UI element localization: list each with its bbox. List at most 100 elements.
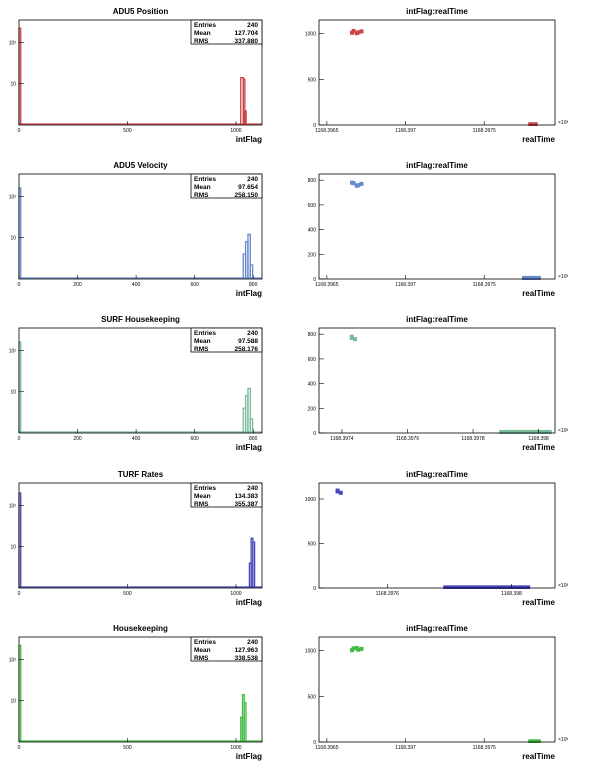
scatter-panel: intFlag:realTime 1168.3976 1168.398 0 500 100… xyxy=(305,470,569,607)
x-tick-label: 1168.3975 xyxy=(473,128,496,134)
x-axis-label: realTime xyxy=(522,289,555,298)
x-tick-label: 1168.3976 xyxy=(396,436,419,442)
x-tick-label: 1168.398 xyxy=(501,591,522,597)
y-tick-label: 500 xyxy=(308,694,317,700)
x-axis-label: intFlag xyxy=(236,135,262,144)
plot-frame xyxy=(18,482,263,589)
x-tick-label: 0 xyxy=(18,282,21,288)
x-tick-label: 0 xyxy=(18,436,21,442)
y-tick-label: 0 xyxy=(313,277,316,283)
stats-value: 240 xyxy=(247,22,258,29)
x-tick-label: 500 xyxy=(123,591,132,597)
x-tick-label: 500 xyxy=(123,128,132,134)
histogram-panel: TURF Rates 0 500 1000 10 10² intFlag Entries 240… xyxy=(9,470,263,607)
y-tick-label: 500 xyxy=(308,77,317,83)
x-tick-label: 1168.397 xyxy=(395,745,416,751)
stats-value: 240 xyxy=(247,485,258,492)
stats-label: Mean xyxy=(194,647,211,654)
histogram-bin xyxy=(249,264,254,279)
chart-title: intFlag:realTime xyxy=(406,624,468,633)
x-axis-label: intFlag xyxy=(236,289,262,298)
scatter-point xyxy=(354,183,359,188)
scatter-point xyxy=(354,645,359,650)
x-tick-label: 1168.3976 xyxy=(376,591,399,597)
x-tick-label: 800 xyxy=(249,282,258,288)
x-axis-label: intFlag xyxy=(236,598,262,607)
scatter-point xyxy=(350,648,355,653)
x-axis-exponent: ×10³ xyxy=(558,274,568,280)
x-axis-label: realTime xyxy=(522,598,555,607)
y-tick-label: 1000 xyxy=(305,649,316,655)
chart-title: ADU5 Velocity xyxy=(113,161,168,170)
histogram-bin xyxy=(249,418,254,433)
x-axis-exponent: ×10³ xyxy=(558,428,568,434)
scatter-point xyxy=(359,646,364,651)
stats-value: 258.150 xyxy=(235,192,259,199)
y-tick-label: 0 xyxy=(313,740,316,746)
x-tick-label: 1168.3965 xyxy=(315,128,338,134)
scatter-point xyxy=(353,337,358,342)
stats-value: 338.538 xyxy=(235,655,259,662)
stats-value: 240 xyxy=(247,639,258,646)
y-tick-label: 800 xyxy=(308,178,317,184)
stats-value: 240 xyxy=(247,176,258,183)
y-tick-label: 10 xyxy=(10,82,16,88)
scatter-dense-band xyxy=(528,739,541,743)
histogram-panel: Housekeeping 0 500 1000 10 10² intFlag Entries 2… xyxy=(9,624,263,761)
stats-label: Entries xyxy=(194,639,216,646)
stats-box xyxy=(190,636,263,662)
y-tick-label: 10 xyxy=(10,545,16,551)
stats-label: RMS xyxy=(194,501,209,508)
y-tick-label: 1000 xyxy=(305,32,316,38)
x-tick-label: 1000 xyxy=(230,128,241,134)
x-axis-label: realTime xyxy=(522,135,555,144)
y-tick-label: 200 xyxy=(308,252,317,258)
x-tick-label: 1168.398 xyxy=(528,436,549,442)
scatter-point xyxy=(350,180,355,185)
x-tick-label: 400 xyxy=(132,436,141,442)
x-tick-label: 1168.397 xyxy=(395,128,416,134)
x-tick-label: 1168.3965 xyxy=(315,745,338,751)
x-tick-label: 500 xyxy=(123,745,132,751)
stats-label: RMS xyxy=(194,38,209,45)
chart-title: intFlag:realTime xyxy=(406,315,468,324)
y-tick-label: 200 xyxy=(308,406,317,412)
stats-label: Entries xyxy=(194,22,216,29)
scatter-dense-band xyxy=(443,585,531,589)
x-tick-label: 400 xyxy=(132,282,141,288)
y-tick-label: 500 xyxy=(308,542,317,548)
y-tick-label: 10² xyxy=(9,40,17,46)
chart-title: TURF Rates xyxy=(118,470,164,479)
x-axis-label: realTime xyxy=(522,443,555,452)
y-tick-label: 0 xyxy=(313,123,316,129)
stats-label: Entries xyxy=(194,176,216,183)
histogram-panel: ADU5 Velocity 0 200 400 600 800 10 10² intFlag En… xyxy=(9,161,263,298)
stats-label: Mean xyxy=(194,30,211,37)
x-axis-exponent: ×10³ xyxy=(558,737,568,743)
x-tick-label: 1000 xyxy=(230,745,241,751)
stats-box xyxy=(190,327,263,353)
x-axis-label: intFlag xyxy=(236,443,262,452)
stats-value: 258.176 xyxy=(235,346,259,353)
stats-label: Mean xyxy=(194,493,211,500)
histogram-bin xyxy=(247,387,251,433)
scatter-point xyxy=(359,181,364,186)
stats-value: 134.383 xyxy=(235,493,259,500)
stats-label: RMS xyxy=(194,655,209,662)
scatter-panel: intFlag:realTime 1168.3974 1168.3976 1168.3… xyxy=(308,315,569,452)
histogram-bin xyxy=(252,541,256,588)
x-tick-label: 0 xyxy=(18,591,21,597)
plot-frame xyxy=(18,173,263,280)
scatter-panel: intFlag:realTime 1168.3965 1168.397 1168.39… xyxy=(305,7,569,144)
chart-title: ADU5 Position xyxy=(113,7,169,16)
x-tick-label: 1168.3965 xyxy=(315,282,338,288)
plot-frame xyxy=(318,327,556,434)
plot-frame xyxy=(18,636,263,743)
stats-label: RMS xyxy=(194,192,209,199)
stats-value: 97.654 xyxy=(238,184,258,191)
y-tick-label: 10² xyxy=(9,348,17,354)
y-tick-label: 10² xyxy=(9,194,17,200)
y-tick-label: 0 xyxy=(313,586,316,592)
x-axis-exponent: ×10³ xyxy=(558,583,568,589)
